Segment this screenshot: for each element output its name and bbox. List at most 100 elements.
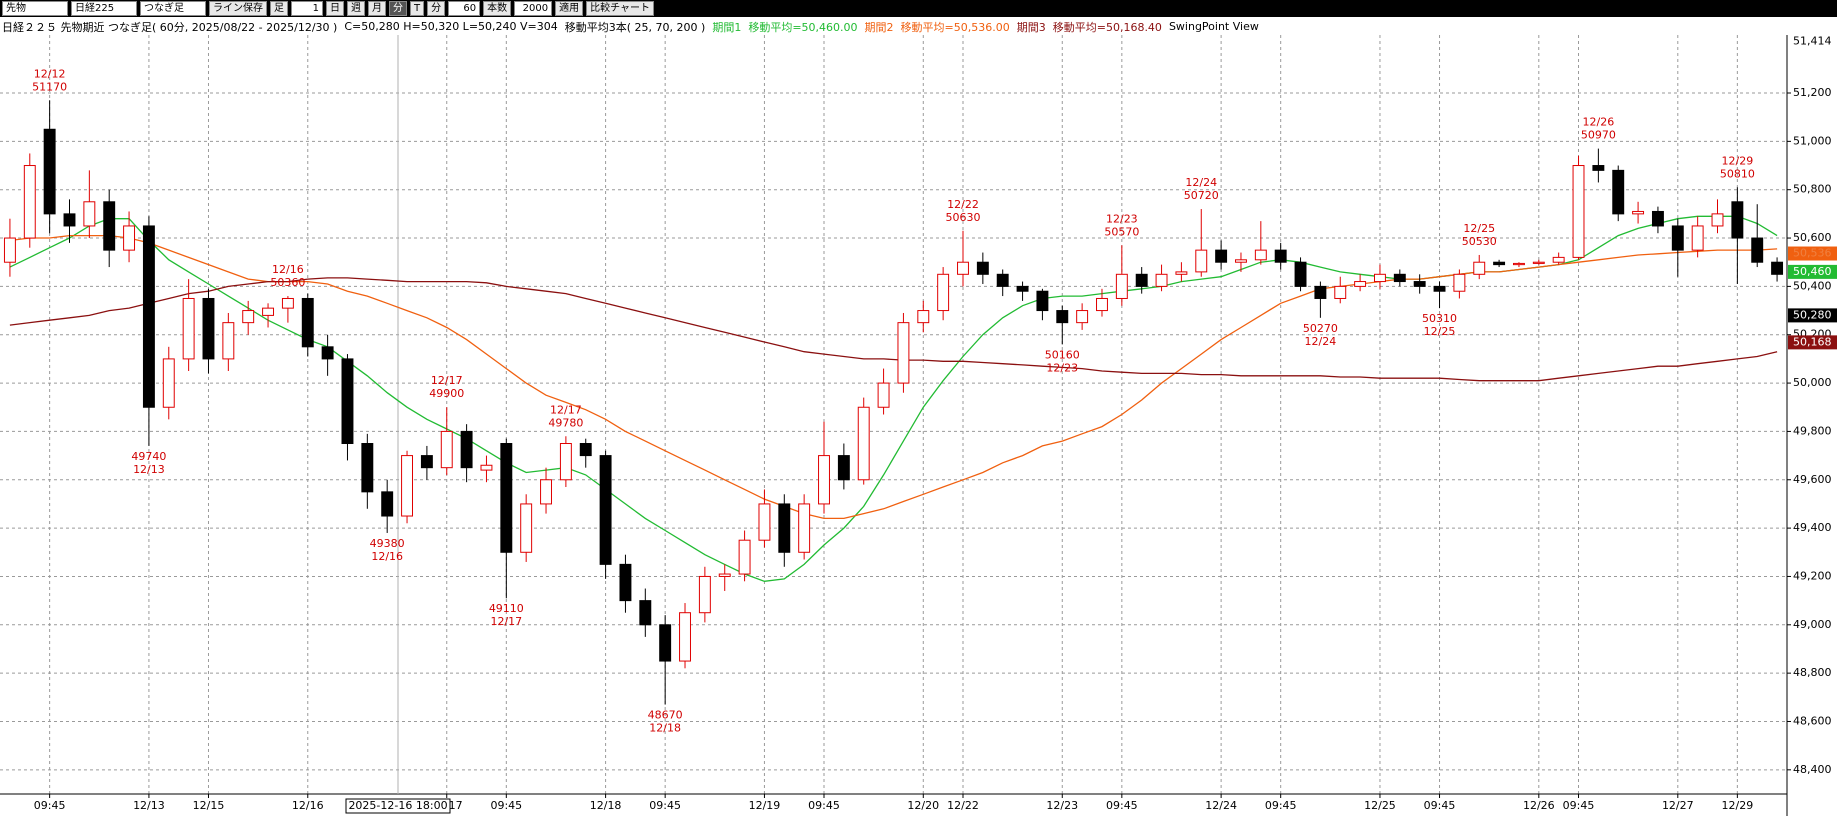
swing-date: 12/22 bbox=[947, 198, 979, 211]
candle-body bbox=[1274, 249, 1287, 263]
x-tick-label: 12/27 bbox=[1662, 799, 1694, 812]
y-tick-label: 49,600 bbox=[1793, 473, 1832, 486]
candle-body bbox=[520, 503, 533, 553]
candle-body bbox=[1314, 285, 1327, 299]
y-tick-label: 48,800 bbox=[1793, 666, 1832, 679]
swing-value: 49380 bbox=[370, 537, 405, 550]
candle-body bbox=[957, 261, 969, 275]
candle-body bbox=[1711, 213, 1724, 227]
x-tick-label: 09:45 bbox=[1424, 799, 1456, 812]
candle-body bbox=[1572, 165, 1585, 258]
x-tick-label: 12/20 bbox=[907, 799, 939, 812]
candle-body bbox=[758, 503, 771, 541]
candle-body bbox=[1493, 261, 1506, 266]
ma-title: 移動平均3本( 25, 70, 200 ) bbox=[564, 20, 706, 34]
candle-body bbox=[440, 430, 453, 469]
swing-value: 50360 bbox=[270, 276, 305, 289]
button[interactable]: 日 bbox=[326, 1, 344, 16]
axis-marker-label: 50,168 bbox=[1793, 335, 1832, 348]
swing-date: 12/26 bbox=[1583, 116, 1615, 129]
candle-body bbox=[1076, 310, 1089, 324]
swing-date: 12/18 bbox=[649, 722, 681, 735]
x-tick-label: 12/19 bbox=[749, 799, 781, 812]
candle-body bbox=[1612, 169, 1625, 215]
plot-area bbox=[0, 35, 1787, 794]
axis-marker bbox=[1788, 34, 1837, 49]
x-tick-label: 12/26 bbox=[1523, 799, 1555, 812]
candle-body bbox=[540, 479, 552, 505]
button[interactable]: 分 bbox=[389, 1, 407, 16]
candle-body bbox=[937, 273, 950, 312]
candle-body bbox=[142, 225, 155, 408]
button[interactable]: 週 bbox=[347, 1, 365, 16]
swing-value: 48670 bbox=[648, 709, 683, 722]
swing-value: 50630 bbox=[945, 211, 980, 224]
candle-body bbox=[500, 443, 513, 553]
x-tick-label: 12/24 bbox=[1205, 799, 1237, 812]
candle-body bbox=[1632, 210, 1645, 215]
ma-line bbox=[9, 277, 1778, 382]
candle-body bbox=[182, 297, 195, 360]
candle-body bbox=[1731, 201, 1744, 239]
x-tick-label: 09:45 bbox=[808, 799, 840, 812]
candle-body bbox=[123, 225, 136, 251]
swing-value: 50570 bbox=[1104, 225, 1139, 238]
button[interactable]: ライン保存 bbox=[209, 1, 267, 16]
input[interactable]: 60 bbox=[448, 1, 481, 16]
axis-marker-label: 50,536 bbox=[1793, 247, 1832, 260]
button[interactable]: 月 bbox=[368, 1, 386, 16]
candle-body bbox=[1175, 271, 1188, 275]
label: 分 bbox=[427, 1, 446, 16]
swing-date: 12/29 bbox=[1722, 154, 1754, 167]
swing-value: 49900 bbox=[429, 387, 464, 400]
candle-body bbox=[1771, 261, 1784, 275]
candle-body bbox=[599, 455, 612, 565]
swing-date: 12/13 bbox=[133, 463, 165, 476]
y-tick-label: 51,200 bbox=[1793, 86, 1832, 99]
input[interactable]: 1 bbox=[291, 1, 323, 16]
candle-body bbox=[619, 563, 632, 602]
candle-body bbox=[798, 503, 811, 553]
candle-body bbox=[361, 443, 374, 493]
candle-body bbox=[818, 455, 830, 505]
swing-date: 12/24 bbox=[1185, 176, 1217, 189]
candle-body bbox=[301, 297, 314, 348]
swing-value: 50720 bbox=[1184, 189, 1219, 202]
x-tick-label: 12/23 bbox=[1046, 799, 1078, 812]
swing-value: 50270 bbox=[1303, 322, 1338, 335]
axis-marker-label: 50,280 bbox=[1793, 308, 1832, 321]
candle-body bbox=[1393, 273, 1406, 283]
candle-body bbox=[1334, 285, 1347, 299]
candle-body bbox=[778, 503, 791, 553]
candle-body bbox=[1096, 297, 1108, 312]
y-tick-label: 50,800 bbox=[1793, 183, 1832, 196]
x-tick-label: 12/13 bbox=[133, 799, 165, 812]
candle-body bbox=[1552, 256, 1565, 263]
axis-marker bbox=[1788, 335, 1837, 350]
select[interactable]: 日経225 bbox=[71, 1, 137, 16]
candle-body bbox=[321, 346, 334, 360]
candle-body bbox=[401, 455, 413, 517]
button[interactable]: T bbox=[410, 1, 425, 16]
candle-body bbox=[1235, 259, 1247, 263]
candle-body bbox=[877, 382, 890, 408]
x-tick-label: 12/29 bbox=[1722, 799, 1754, 812]
legend-value: 移動平均=50,536.00 bbox=[900, 20, 1010, 34]
candle-body bbox=[1254, 249, 1267, 261]
select[interactable]: 先物 bbox=[2, 1, 68, 16]
legend-value: 移動平均=50,460.00 bbox=[748, 20, 858, 34]
swing-date: 12/16 bbox=[272, 263, 304, 276]
candle-body bbox=[1294, 261, 1307, 287]
cursor-box bbox=[345, 798, 451, 814]
button[interactable]: 適用 bbox=[555, 1, 584, 16]
candle-body bbox=[1592, 165, 1605, 171]
candle-body bbox=[43, 128, 56, 215]
input[interactable]: 2000 bbox=[514, 1, 553, 16]
candle-body bbox=[1671, 225, 1684, 251]
candle-body bbox=[1215, 249, 1228, 263]
x-tick-label: 09:45 bbox=[490, 799, 522, 812]
select[interactable]: つなぎ足 bbox=[140, 1, 206, 16]
button[interactable]: 比較チャート bbox=[586, 1, 655, 16]
swing-date: 12/23 bbox=[1046, 361, 1078, 374]
swing-date: 12/17 bbox=[490, 615, 522, 628]
